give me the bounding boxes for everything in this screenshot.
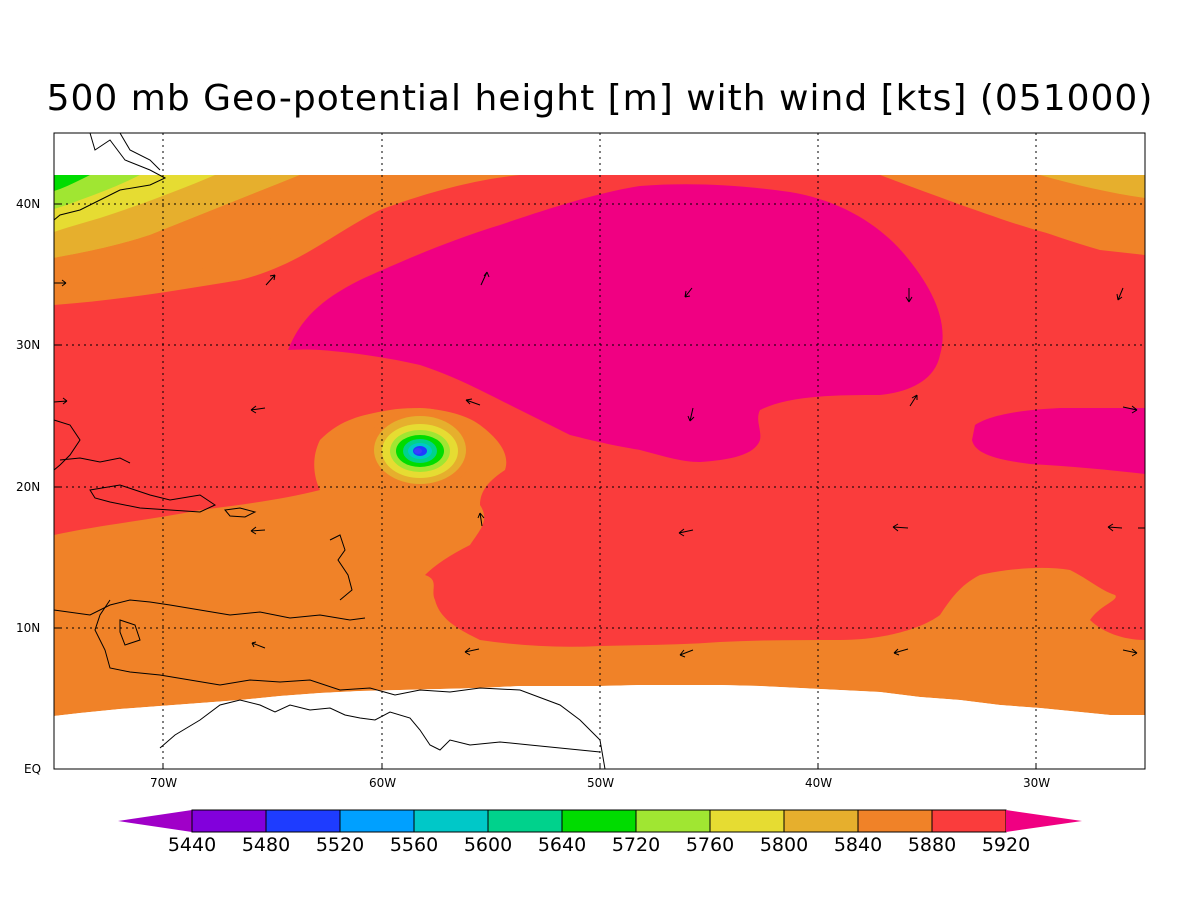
lon-label-50w: 50W: [587, 776, 615, 790]
lat-label-40n: 40N: [16, 197, 41, 211]
colorbar-label: 5720: [611, 834, 661, 856]
height-high-5920-east: [972, 408, 1145, 474]
colorbar-label: 5800: [759, 834, 809, 856]
colorbar-swatch: [339, 809, 415, 833]
colorbar-swatch: [931, 809, 1007, 833]
colorbar-label: 5560: [389, 834, 439, 856]
lon-label-70w: 70W: [150, 776, 178, 790]
colorbar-swatch: [191, 809, 267, 833]
colorbar-label: 5440: [167, 834, 217, 856]
height-band-5840-nw: [54, 175, 390, 302]
colorbar-swatch: [487, 809, 563, 833]
lon-label-30w: 30W: [1023, 776, 1051, 790]
lon-label-60w: 60W: [369, 776, 397, 790]
wind-vectors: [53, 271, 1145, 658]
graticule: [54, 133, 1145, 769]
map-title: 500 mb Geo-potential height [m] with win…: [46, 78, 1154, 119]
colorbar-min-arrow: [118, 810, 192, 832]
colorbar-swatch: [783, 809, 859, 833]
lon-label-40w: 40W: [805, 776, 833, 790]
colorbar-label: 5880: [907, 834, 957, 856]
colorbar-label: 5520: [315, 834, 365, 856]
lat-label-30n: 30N: [16, 338, 41, 352]
height-band-5800-ne: [1040, 175, 1145, 198]
height-high-5920: [288, 184, 943, 462]
colorbar-label: 5640: [537, 834, 587, 856]
colorbar-label: 5760: [685, 834, 735, 856]
colorbar-swatch: [857, 809, 933, 833]
colorbar-label: 5840: [833, 834, 883, 856]
lat-label-eq: EQ: [24, 762, 42, 776]
low-center: [414, 448, 422, 454]
colorbar-swatch: [635, 809, 711, 833]
height-band-5640: [54, 175, 90, 191]
height-band-5840-ne: [880, 175, 1145, 255]
height-band-5720: [54, 175, 140, 209]
colorbar-label: 5600: [463, 834, 513, 856]
coastlines: [53, 132, 606, 770]
colorbar-swatch: [265, 809, 341, 833]
colorbar-max-arrow: [1006, 810, 1082, 832]
colorbar-swatch: [561, 809, 637, 833]
colorbar-swatch: [413, 809, 489, 833]
colorbar: [118, 809, 1082, 833]
lat-label-20n: 20N: [16, 480, 41, 494]
colorbar-label: 5920: [981, 834, 1031, 856]
lat-label-10n: 10N: [16, 621, 41, 635]
colorbar-label: 5480: [241, 834, 291, 856]
colorbar-swatch: [709, 809, 785, 833]
